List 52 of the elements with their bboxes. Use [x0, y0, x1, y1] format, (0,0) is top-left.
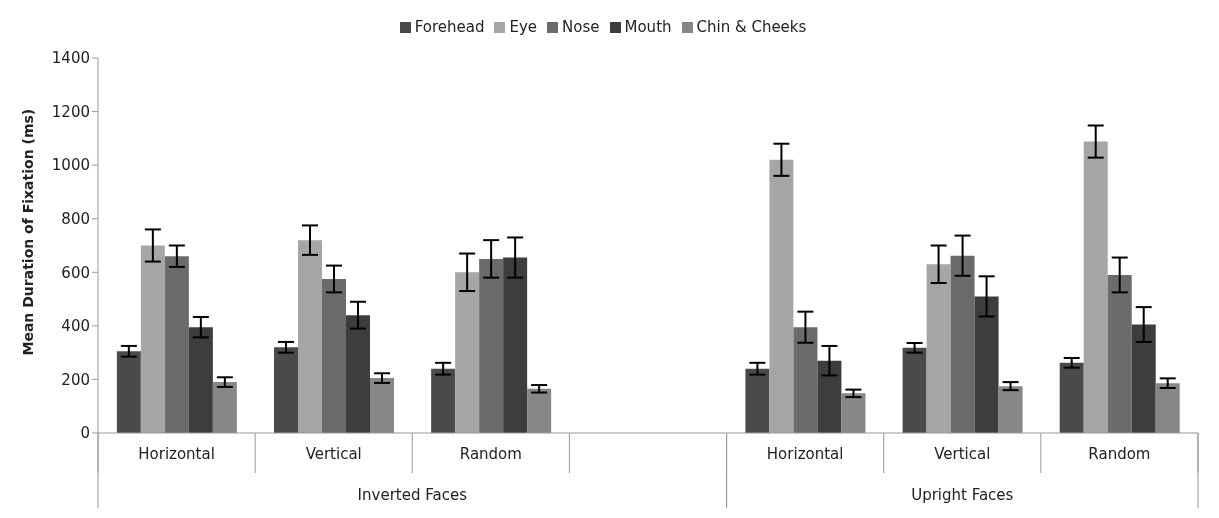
- legend-label: Forehead: [414, 18, 485, 36]
- bar: [455, 272, 480, 433]
- text: Inverted Faces: [357, 486, 468, 504]
- bar: [841, 393, 866, 433]
- y-tick-label: 400: [61, 317, 90, 336]
- x-tick-label: Horizontal: [138, 445, 215, 463]
- bar: [212, 382, 237, 433]
- legend-label: Chin & Cheeks: [696, 18, 807, 36]
- bar: [1155, 383, 1180, 433]
- y-tick-label: 1200: [51, 102, 90, 121]
- bar: [1131, 324, 1156, 433]
- bar: [188, 327, 213, 433]
- y-tick-label: 1000: [51, 156, 90, 175]
- bar: [974, 296, 999, 433]
- y-tick-label: 600: [61, 263, 90, 282]
- bar: [1083, 141, 1108, 433]
- bar: [503, 257, 528, 433]
- bar: [769, 159, 794, 433]
- bar: [1107, 274, 1132, 433]
- y-tick-label: 800: [61, 210, 90, 229]
- y-axis-title: Mean Duration of Fixation (ms): [19, 108, 36, 356]
- bar: [950, 255, 975, 433]
- x-tick-label: Vertical: [934, 445, 991, 463]
- bar: [164, 256, 189, 433]
- text: Upright Faces: [911, 486, 1014, 504]
- x-tick-label: Random: [1088, 445, 1151, 463]
- legend-label: Eye: [509, 18, 538, 36]
- bar: [926, 264, 951, 433]
- bar: [745, 368, 770, 433]
- bar: [998, 386, 1023, 433]
- bar: [527, 388, 552, 433]
- x-tick-label: Random: [459, 445, 522, 463]
- bar: [116, 351, 141, 433]
- bar: [1059, 362, 1084, 433]
- bar: [370, 378, 394, 433]
- y-tick-label: 200: [61, 370, 90, 389]
- legend-label: Mouth: [624, 18, 672, 36]
- bar: [902, 347, 927, 433]
- bar: [140, 245, 165, 433]
- bar: [817, 360, 842, 433]
- legend-label: Nose: [562, 18, 600, 36]
- bar: [479, 258, 504, 433]
- bar: [431, 368, 456, 433]
- y-tick-label: 0: [80, 424, 90, 443]
- bar: [298, 240, 322, 433]
- bar: [274, 347, 298, 433]
- bar: [346, 315, 370, 433]
- y-tick-label: 1400: [51, 49, 90, 68]
- bar: [322, 278, 346, 433]
- bar: [793, 327, 818, 433]
- x-tick-label: Vertical: [305, 445, 362, 463]
- x-tick-label: Horizontal: [766, 445, 844, 463]
